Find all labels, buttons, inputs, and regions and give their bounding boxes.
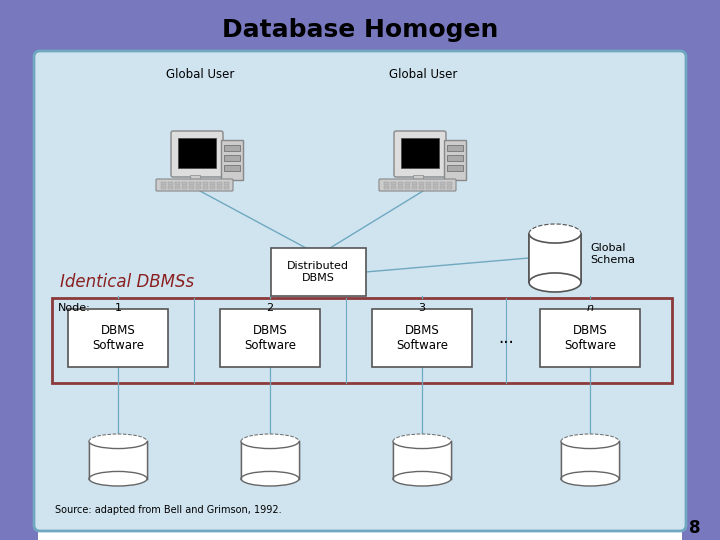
Ellipse shape bbox=[561, 471, 619, 486]
Text: Source: adapted from Bell and Grimson, 1992.: Source: adapted from Bell and Grimson, 1… bbox=[55, 505, 282, 515]
Ellipse shape bbox=[89, 471, 147, 486]
Bar bbox=[447, 186, 452, 189]
Text: n: n bbox=[587, 303, 593, 313]
Bar bbox=[224, 155, 240, 161]
Bar bbox=[413, 175, 423, 185]
Bar bbox=[401, 138, 439, 168]
Text: DBMS
Software: DBMS Software bbox=[92, 324, 144, 352]
Bar bbox=[217, 182, 222, 185]
Bar bbox=[182, 186, 187, 189]
Bar bbox=[529, 233, 581, 282]
Bar bbox=[224, 186, 229, 189]
Text: Node:: Node: bbox=[58, 303, 91, 313]
Bar bbox=[405, 186, 410, 189]
Ellipse shape bbox=[89, 434, 147, 449]
Bar bbox=[189, 186, 194, 189]
Bar bbox=[447, 145, 463, 151]
FancyBboxPatch shape bbox=[379, 179, 456, 191]
FancyBboxPatch shape bbox=[444, 140, 466, 180]
Bar bbox=[190, 175, 200, 185]
Bar bbox=[398, 182, 403, 185]
FancyBboxPatch shape bbox=[394, 131, 446, 177]
Text: Global User: Global User bbox=[389, 69, 457, 82]
Text: Identical DBMSs: Identical DBMSs bbox=[60, 273, 194, 291]
Bar bbox=[682, 55, 720, 540]
Bar bbox=[384, 182, 389, 185]
Bar bbox=[393, 441, 451, 479]
Bar bbox=[433, 186, 438, 189]
Text: DBMS
Software: DBMS Software bbox=[244, 324, 296, 352]
Bar bbox=[0, 55, 38, 540]
Bar bbox=[540, 309, 640, 367]
Bar bbox=[391, 186, 396, 189]
Bar bbox=[0, 0, 720, 55]
Bar bbox=[196, 182, 201, 185]
Bar bbox=[412, 186, 417, 189]
Bar bbox=[391, 182, 396, 185]
Bar bbox=[168, 182, 173, 185]
Text: Database Homogen: Database Homogen bbox=[222, 18, 498, 42]
Bar bbox=[433, 182, 438, 185]
Ellipse shape bbox=[561, 434, 619, 449]
Bar bbox=[217, 186, 222, 189]
Bar bbox=[426, 186, 431, 189]
Text: Global
Schema: Global Schema bbox=[590, 243, 635, 265]
Bar bbox=[426, 182, 431, 185]
Bar bbox=[419, 186, 424, 189]
FancyBboxPatch shape bbox=[221, 140, 243, 180]
Bar bbox=[189, 182, 194, 185]
Text: 2: 2 bbox=[266, 303, 274, 313]
Text: 3: 3 bbox=[418, 303, 426, 313]
Ellipse shape bbox=[529, 224, 581, 243]
Ellipse shape bbox=[241, 434, 299, 449]
Text: Distributed
DBMS: Distributed DBMS bbox=[287, 261, 349, 283]
Ellipse shape bbox=[241, 471, 299, 486]
Bar bbox=[412, 182, 417, 185]
Bar bbox=[405, 182, 410, 185]
Bar bbox=[203, 186, 208, 189]
Bar bbox=[440, 186, 445, 189]
Bar bbox=[175, 182, 180, 185]
Ellipse shape bbox=[393, 434, 451, 449]
Text: DBMS
Software: DBMS Software bbox=[564, 324, 616, 352]
FancyBboxPatch shape bbox=[156, 179, 233, 191]
Bar bbox=[52, 298, 672, 383]
Bar bbox=[241, 441, 299, 479]
Bar bbox=[398, 186, 403, 189]
Bar bbox=[372, 309, 472, 367]
Bar bbox=[447, 182, 452, 185]
Bar bbox=[68, 309, 168, 367]
Text: Global User: Global User bbox=[166, 69, 234, 82]
Text: DBMS
Software: DBMS Software bbox=[396, 324, 448, 352]
FancyBboxPatch shape bbox=[34, 51, 686, 531]
Bar bbox=[178, 138, 216, 168]
Bar bbox=[561, 441, 619, 479]
Bar bbox=[210, 186, 215, 189]
Bar bbox=[161, 186, 166, 189]
Bar bbox=[224, 145, 240, 151]
Text: 8: 8 bbox=[688, 519, 700, 537]
FancyBboxPatch shape bbox=[171, 131, 223, 177]
Bar bbox=[89, 441, 147, 479]
Bar bbox=[384, 186, 389, 189]
Bar bbox=[224, 165, 240, 171]
Bar bbox=[182, 182, 187, 185]
Ellipse shape bbox=[529, 273, 581, 292]
Bar bbox=[168, 186, 173, 189]
Bar bbox=[220, 309, 320, 367]
Bar bbox=[447, 155, 463, 161]
Bar bbox=[271, 248, 366, 296]
Bar bbox=[440, 182, 445, 185]
Bar bbox=[203, 182, 208, 185]
Bar bbox=[447, 165, 463, 171]
Bar bbox=[175, 186, 180, 189]
Bar bbox=[224, 182, 229, 185]
Bar bbox=[210, 182, 215, 185]
Bar bbox=[419, 182, 424, 185]
Text: ...: ... bbox=[498, 329, 514, 347]
Bar bbox=[196, 186, 201, 189]
Bar bbox=[161, 182, 166, 185]
Text: 1: 1 bbox=[114, 303, 122, 313]
Ellipse shape bbox=[393, 471, 451, 486]
